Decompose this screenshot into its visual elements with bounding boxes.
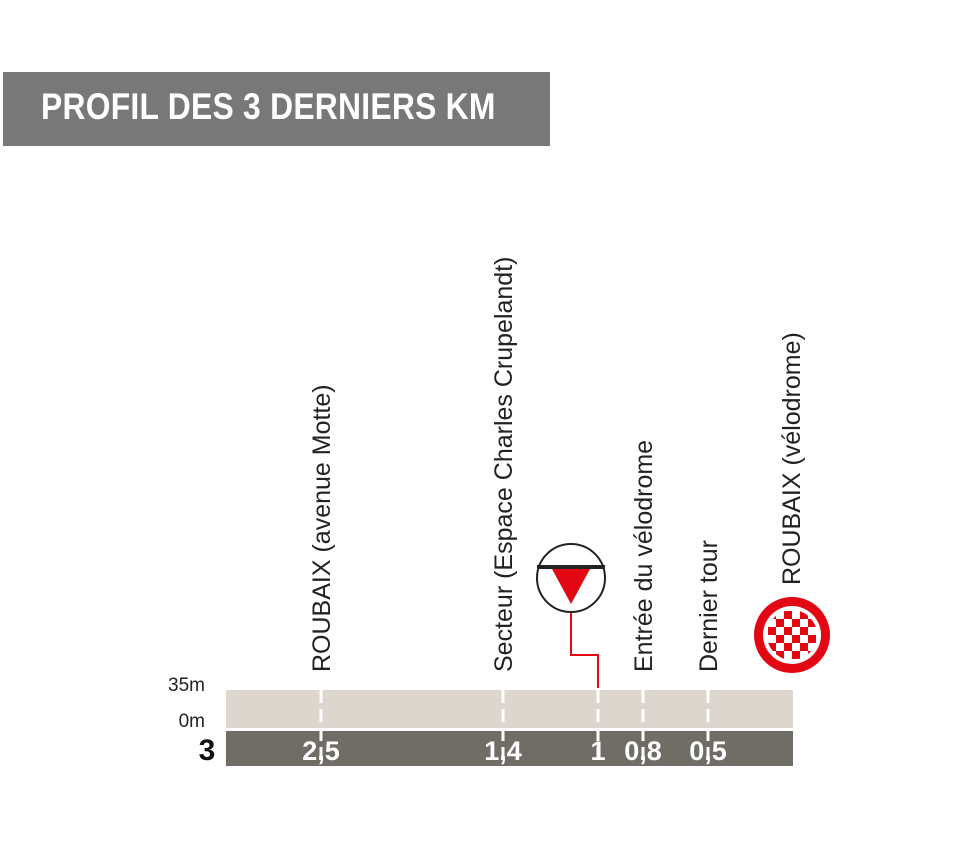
checkered-flag-icon [754, 597, 830, 673]
altitude-bottom-label: 0m [179, 711, 205, 732]
place-label: Secteur (Espace Charles Crupelandt) [490, 257, 518, 672]
place-label: ROUBAIX (avenue Motte) [308, 384, 336, 672]
place-label: Entrée du vélodrome [630, 440, 658, 672]
km-tick-label: 1,4 [484, 736, 522, 766]
km-tick-label: 0,5 [689, 736, 727, 766]
finish-label: ROUBAIX (vélodrome) [778, 332, 806, 585]
km-tick-label: 2,5 [302, 736, 340, 766]
flamme-rouge-icon [536, 543, 606, 688]
place-label: Dernier tour [695, 540, 723, 672]
km-tick-label: 0,8 [624, 736, 662, 766]
km-separators [319, 690, 710, 766]
page-title: PROFIL DES 3 DERNIERS KM [41, 86, 496, 127]
km-labels: 2,5 1,4 1 0,8 0,5 [302, 736, 727, 766]
altitude-top-label: 35m [168, 675, 205, 696]
km-start-label: 3 [199, 734, 216, 767]
title-box: PROFIL DES 3 DERNIERS KM [3, 72, 550, 146]
km-tick-label: 1 [590, 736, 605, 766]
place-labels: ROUBAIX (avenue Motte) Secteur (Espace Ch… [308, 257, 723, 672]
